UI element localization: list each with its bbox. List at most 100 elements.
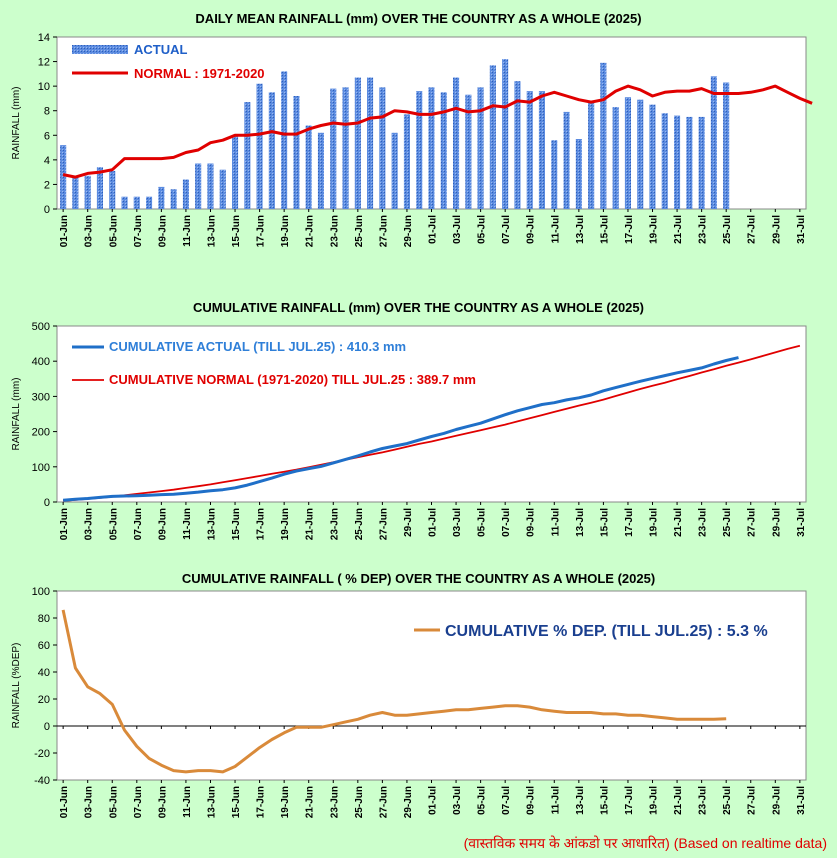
- chart1-bar: [661, 113, 668, 209]
- chart1-bar: [440, 92, 447, 209]
- chart3-x-tick-label: 09-Jul: [526, 786, 537, 815]
- chart1-bar: [526, 91, 533, 209]
- chart2-x-tick-label: 15-Jun: [231, 508, 242, 540]
- chart3-x-tick-label: 15-Jun: [231, 786, 242, 818]
- chart2-normal-line: [63, 344, 801, 502]
- chart2-legend-normal-label: CUMULATIVE NORMAL (1971-2020) TILL JUL.2…: [109, 372, 476, 387]
- chart1-bar: [317, 132, 324, 209]
- chart1-bar: [538, 91, 545, 209]
- chart3-x-tick-label: 29-Jun: [403, 786, 414, 818]
- chart1-bar: [723, 82, 730, 209]
- chart1-x-tick-label: 07-Jul: [501, 215, 512, 244]
- chart3-x-tick-label: 27-Jun: [378, 786, 389, 818]
- chart1-bar: [428, 87, 435, 209]
- chart3-x-tick-label: 05-Jun: [108, 786, 119, 818]
- chart3-x-tick-label: 11-Jun: [182, 786, 193, 818]
- chart1-x-tick-label: 05-Jul: [477, 215, 488, 244]
- chart3-x-tick-label: 13-Jun: [206, 786, 217, 818]
- chart2-x-tick-label: 21-Jun: [305, 508, 316, 540]
- chart2-y-tick-label: 300: [32, 391, 50, 403]
- chart1-x-tick-label: 03-Jun: [84, 215, 95, 247]
- chart1-bar: [588, 102, 595, 209]
- chart2-actual-line: [62, 356, 739, 502]
- chart1-bar: [514, 81, 521, 209]
- chart2-x-tick-label: 11-Jul: [550, 508, 561, 537]
- chart1-bar: [342, 87, 349, 209]
- chart1-bar: [502, 59, 509, 209]
- chart1-x-tick-label: 17-Jun: [256, 215, 267, 247]
- chart1-bar: [330, 88, 337, 209]
- chart2-x-tick-label: 27-Jul: [747, 508, 758, 537]
- chart1-x-tick-label: 01-Jun: [59, 215, 70, 247]
- chart3-plot-area: [56, 590, 807, 781]
- chart2-y-tick-label: 100: [32, 462, 50, 474]
- chart2-x-tick-label: 27-Jun: [378, 508, 389, 540]
- chart1-x-tick-label: 21-Jul: [673, 215, 684, 244]
- chart3-y-tick-label: -40: [34, 775, 50, 787]
- chart1-bar: [109, 170, 116, 209]
- chart1-x-tick-label: 17-Jul: [624, 215, 635, 244]
- chart2-x-tick-label: 03-Jun: [84, 508, 95, 540]
- chart1-y-tick-label: 14: [38, 32, 50, 44]
- chart1-bar: [674, 115, 681, 209]
- chart3-y-tick-label: 0: [44, 721, 50, 733]
- chart1-x-tick-label: 13-Jul: [575, 215, 586, 244]
- chart1-x-tick-label: 07-Jun: [133, 215, 144, 247]
- chart1-bar: [575, 139, 582, 209]
- chart1-y-tick-label: 10: [38, 81, 50, 93]
- chart1-bar: [551, 140, 558, 209]
- chart2-x-tick-label: 15-Jul: [599, 508, 610, 537]
- chart3-x-tick-label: 23-Jul: [698, 786, 709, 815]
- chart3-x-tick-label: 01-Jul: [428, 786, 439, 815]
- chart1-bar: [612, 107, 619, 209]
- chart1-x-tick-label: 27-Jun: [378, 215, 389, 247]
- chart2-x-tick-label: 19-Jul: [649, 508, 660, 537]
- chart1-x-tick-label: 29-Jul: [771, 215, 782, 244]
- chart2-x-tick-label: 09-Jul: [526, 508, 537, 537]
- footer-english: (Based on realtime data): [673, 835, 827, 851]
- chart1-bar: [391, 132, 398, 209]
- chart3-x-tick-label: 25-Jul: [722, 786, 733, 815]
- chart1-x-tick-label: 19-Jul: [649, 215, 660, 244]
- daily-rainfall-chart: 0 2 4 6 8 10 12 14 RAINFALL (mm) 01-Jun 03-Jun 05-J…: [11, 32, 813, 247]
- chart1-bar: [637, 99, 644, 209]
- chart2-x-tick-label: 01-Jun: [59, 508, 70, 540]
- chart1-bar: [182, 179, 189, 209]
- chart3-y-tick-label: 20: [38, 694, 50, 706]
- chart1-y-tick-label: 0: [44, 204, 50, 216]
- chart1-bar: [489, 65, 496, 209]
- chart2-x-tick-label: 07-Jul: [501, 508, 512, 537]
- chart1-bar: [477, 87, 484, 209]
- chart3-x-tick-label: 17-Jun: [256, 786, 267, 818]
- chart3-x-tick-label: 07-Jun: [133, 786, 144, 818]
- chart3-y-axis-label: RAINFALL (%DEP): [11, 643, 22, 729]
- chart3-x-tick-label: 19-Jun: [280, 786, 291, 818]
- chart1-y-tick-label: 8: [44, 106, 50, 118]
- chart2-x-tick-label: 21-Jul: [673, 508, 684, 537]
- chart1-bar: [146, 196, 153, 209]
- chart2-x-tick-label: 03-Jul: [452, 508, 463, 537]
- chart1-y-tick-label: 2: [44, 179, 50, 191]
- chart1-x-tick-label: 09-Jul: [526, 215, 537, 244]
- chart2-x-tick-label: 13-Jun: [206, 508, 217, 540]
- chart2-x-tick-label: 29-Jul: [771, 508, 782, 537]
- chart1-bar: [256, 83, 263, 209]
- chart3-x-tick-label: 23-Jun: [329, 786, 340, 818]
- chart1-bar: [219, 169, 226, 209]
- chart1-bar: [710, 76, 717, 209]
- chart1-y-axis-label: RAINFALL (mm): [11, 87, 22, 160]
- chart1-x-tick-label: 09-Jun: [157, 215, 168, 247]
- chart3-y-tick-label: 40: [38, 667, 50, 679]
- footer-note: (वास्तविक समय के आंकडो पर आधारित) (Based…: [464, 834, 827, 853]
- chart1-bar: [207, 163, 214, 209]
- chart2-x-tick-label: 23-Jul: [698, 508, 709, 537]
- chart1-bar: [72, 177, 79, 209]
- chart1-legend-normal-label: NORMAL : 1971-2020: [134, 66, 265, 81]
- chart2-x-tick-label: 23-Jun: [329, 508, 340, 540]
- chart1-y-tick-label: 4: [44, 155, 50, 167]
- chart3-x-tick-label: 31-Jul: [796, 786, 807, 815]
- chart2-x-tick-label: 13-Jul: [575, 508, 586, 537]
- chart1-bar: [403, 114, 410, 209]
- chart1-normal-line: [62, 84, 813, 179]
- chart1-x-tick-label: 03-Jul: [452, 215, 463, 244]
